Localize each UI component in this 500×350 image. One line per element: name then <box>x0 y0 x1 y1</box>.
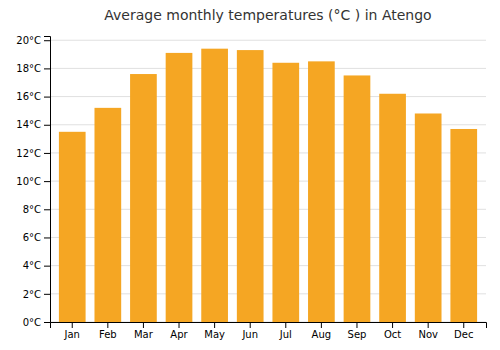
y-tick: 2°C <box>23 289 50 300</box>
y-tick: 8°C <box>23 204 50 215</box>
x-tick-label: Aug <box>312 329 332 340</box>
y-tick: 18°C <box>16 63 50 74</box>
x-tick: Aug <box>312 322 332 340</box>
y-tick-mark <box>44 68 50 69</box>
bar <box>379 94 406 322</box>
x-tick: May <box>204 322 225 340</box>
x-tick-label: Feb <box>99 329 117 340</box>
x-tick: Apr <box>170 322 188 340</box>
y-tick-label: 0°C <box>23 317 41 328</box>
bar <box>450 129 477 322</box>
x-tick-mark <box>356 322 357 328</box>
x-tick-mark <box>250 322 251 328</box>
y-tick-label: 4°C <box>23 260 41 271</box>
x-tick-label: Oct <box>384 329 401 340</box>
x-tick-label: Jan <box>64 329 80 340</box>
bar <box>130 74 157 322</box>
bar <box>344 75 371 322</box>
y-tick: 10°C <box>16 176 50 187</box>
y-tick-label: 20°C <box>16 35 41 46</box>
x-tick-mark <box>392 322 393 328</box>
x-tick-label: Jul <box>279 329 292 340</box>
y-tick-mark <box>44 237 50 238</box>
title: Average monthly temperatures (°C ) in At… <box>104 7 431 23</box>
y-axis: 0°C 2°C 4°C 6°C 8°C 10°C 12°C 14°C 16°C 18°C 20°C <box>16 35 50 328</box>
y-tick-mark <box>44 153 50 154</box>
bar <box>308 61 335 322</box>
x-tick: Nov <box>418 322 438 340</box>
x-tick: Feb <box>99 322 117 340</box>
y-tick-label: 6°C <box>23 232 41 243</box>
y-tick-label: 2°C <box>23 289 41 300</box>
y-tick-label: 16°C <box>16 91 41 102</box>
x-tick-mark <box>463 322 464 328</box>
y-tick: 16°C <box>16 91 50 102</box>
bar <box>272 63 299 322</box>
y-tick: 0°C <box>23 317 50 328</box>
x-tick-label: Nov <box>418 329 438 340</box>
bar <box>415 113 442 322</box>
y-tick: 6°C <box>23 232 50 243</box>
y-tick-mark <box>44 97 50 98</box>
y-tick: 12°C <box>16 148 50 159</box>
y-tick-label: 10°C <box>16 176 41 187</box>
x-tick-label: May <box>204 329 225 340</box>
y-tick-mark <box>44 294 50 295</box>
y-tick-mark <box>44 40 50 41</box>
y-tick: 14°C <box>16 119 50 130</box>
y-tick-label: 8°C <box>23 204 41 215</box>
x-tick-mark <box>321 322 322 328</box>
x-tick-label: Sep <box>348 329 367 340</box>
x-tick-mark <box>214 322 215 328</box>
y-tick-label: 14°C <box>16 119 41 130</box>
y-tick: 4°C <box>23 260 50 271</box>
bar <box>59 132 86 322</box>
grid <box>50 40 486 322</box>
x-tick-mark <box>72 322 73 328</box>
x-tick-mark <box>143 322 144 328</box>
bar <box>201 49 228 322</box>
bar <box>237 50 264 322</box>
y-axis-line <box>44 37 51 323</box>
y-tick-mark <box>44 181 50 182</box>
x-tick-mark <box>428 322 429 328</box>
bars <box>59 49 477 322</box>
grid-line <box>50 96 486 97</box>
bar <box>94 108 121 322</box>
x-tick-label: Dec <box>454 329 473 340</box>
x-axis: Jan Feb Mar Apr May Jun Jul Aug Sep Oct Nov Dec <box>51 322 487 340</box>
x-tick: Jan <box>64 322 80 340</box>
x-tick: Jun <box>241 322 258 340</box>
x-tick-label: Jun <box>241 329 258 340</box>
y-tick-mark <box>44 209 50 210</box>
x-tick: Sep <box>348 322 367 340</box>
y-tick: 20°C <box>16 35 50 46</box>
bar <box>166 53 193 322</box>
y-tick-label: 18°C <box>16 63 41 74</box>
x-tick: Jul <box>279 322 292 340</box>
x-axis-line <box>51 323 487 329</box>
x-tick-label: Apr <box>170 329 188 340</box>
y-tick-mark <box>44 266 50 267</box>
y-tick-mark <box>44 125 50 126</box>
x-tick-mark <box>285 322 286 328</box>
x-tick-mark <box>107 322 108 328</box>
grid-line <box>50 40 486 41</box>
x-tick-mark <box>179 322 180 328</box>
chart: 0°C 2°C 4°C 6°C 8°C 10°C 12°C 14°C 16°C 18°C 20°C J… <box>0 0 500 350</box>
x-tick-label: Mar <box>134 329 154 340</box>
grid-line <box>50 68 486 69</box>
x-tick: Mar <box>134 322 154 340</box>
y-tick-label: 12°C <box>16 148 41 159</box>
x-tick: Dec <box>454 322 473 340</box>
y-tick-mark <box>44 322 50 323</box>
x-tick: Oct <box>384 322 401 340</box>
